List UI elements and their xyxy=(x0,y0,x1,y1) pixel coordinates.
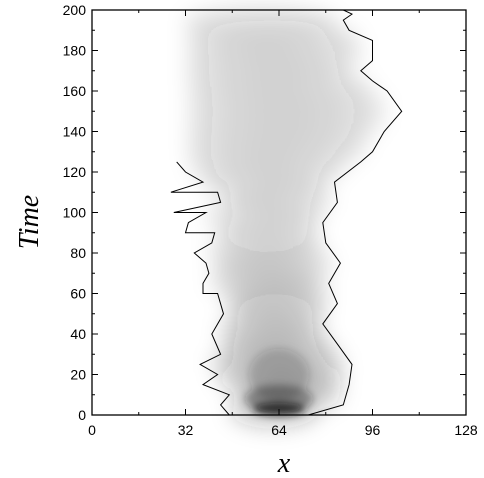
plot-area xyxy=(92,4,466,429)
density-core xyxy=(245,348,313,415)
x-tick-label: 64 xyxy=(271,422,287,438)
y-tick-label: 180 xyxy=(63,43,87,59)
x-tick-label: 96 xyxy=(365,422,381,438)
y-tick-labels: 0 20 40 60 80 100 120 140 160 180 200 xyxy=(63,2,87,423)
density-core-blob xyxy=(249,348,309,401)
y-tick-label: 120 xyxy=(63,164,87,180)
boundary-lines xyxy=(170,9,403,416)
y-tick-label: 140 xyxy=(63,124,87,140)
x-axis-title: x xyxy=(277,448,291,478)
x-tick-label: 0 xyxy=(88,422,96,438)
y-tick-label: 160 xyxy=(63,83,87,99)
y-tick-label: 0 xyxy=(78,407,86,423)
x-tick-labels: 0 32 64 96 128 xyxy=(88,422,478,438)
axes xyxy=(91,9,467,416)
y-tick-label: 40 xyxy=(70,326,86,342)
y-axis-title: Time xyxy=(14,195,45,249)
y-tick-label: 100 xyxy=(63,205,87,221)
y-tick-label: 80 xyxy=(70,245,86,261)
right-boundary-line xyxy=(308,9,403,416)
y-tick-label: 200 xyxy=(63,2,87,18)
y-tick-label: 60 xyxy=(70,286,86,302)
left-boundary-line xyxy=(170,161,231,416)
x-tick-label: 128 xyxy=(454,422,478,438)
density-band xyxy=(183,4,338,41)
x-tick-label: 32 xyxy=(178,422,194,438)
y-tick-label: 20 xyxy=(70,367,86,383)
